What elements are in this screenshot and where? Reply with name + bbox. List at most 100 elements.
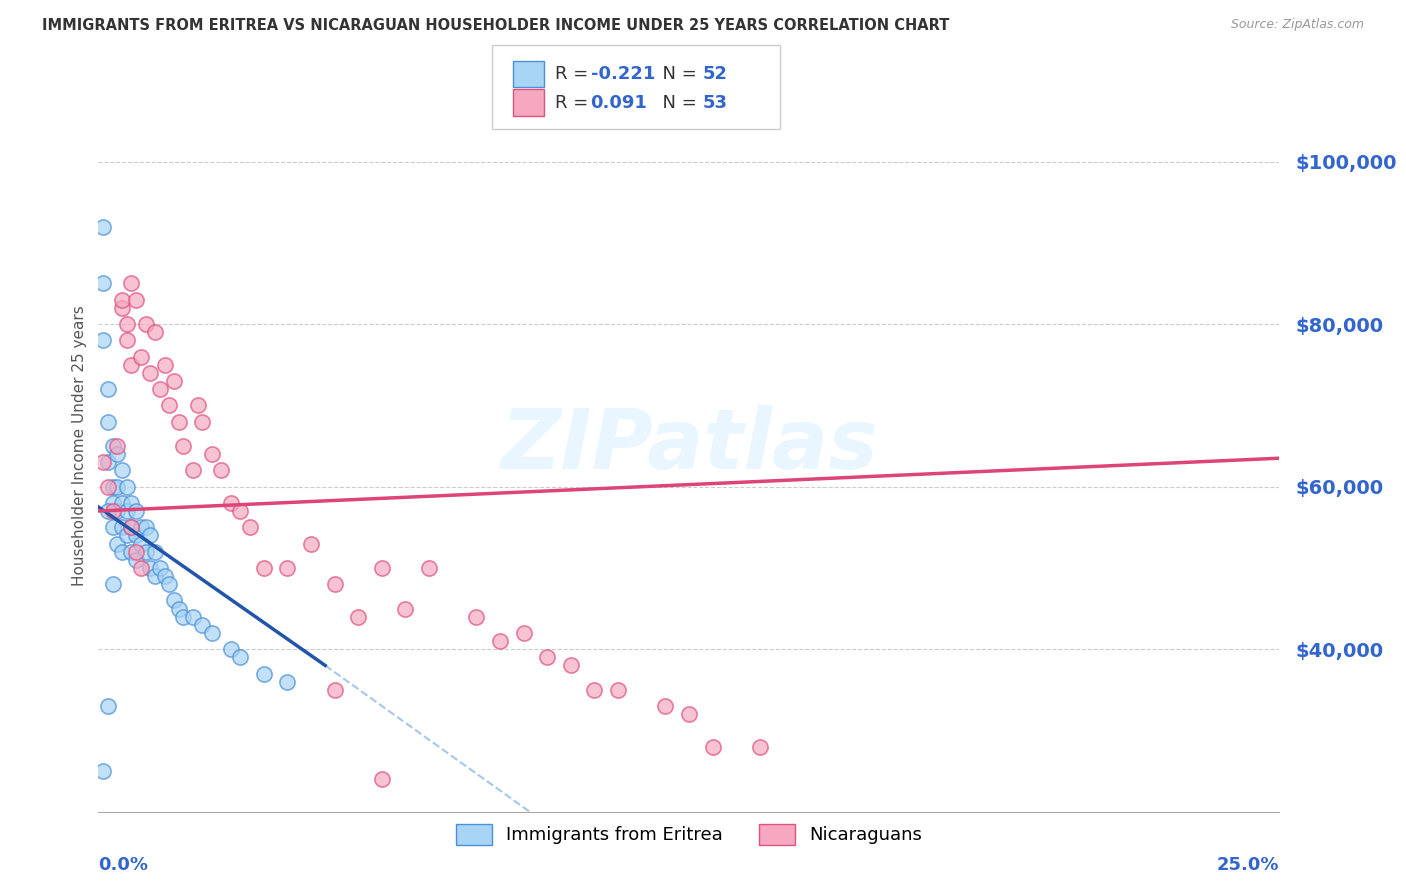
Point (115, 480, 138, 494)
Point (371, 772, 394, 787)
Text: 0.0%: 0.0% (98, 855, 149, 873)
Point (135, 544, 157, 558)
Point (97, 699, 120, 714)
Point (748, 739, 770, 754)
Point (143, 569, 166, 583)
Point (139, 366, 162, 380)
Point (229, 504, 252, 518)
Point (91, 764, 114, 778)
Point (125, 553, 148, 567)
Point (512, 626, 534, 640)
Point (172, 609, 194, 624)
Text: N =: N = (651, 94, 703, 112)
Point (702, 739, 724, 754)
Point (121, 277, 143, 291)
Point (153, 569, 176, 583)
Point (129, 536, 152, 550)
Point (276, 561, 298, 575)
Point (101, 496, 124, 510)
Point (678, 707, 700, 722)
Point (121, 520, 143, 534)
Point (149, 561, 172, 575)
Point (299, 536, 322, 550)
Point (465, 609, 488, 624)
Point (115, 317, 138, 331)
Text: R =: R = (555, 94, 595, 112)
Point (157, 398, 180, 412)
Point (111, 544, 134, 558)
Point (111, 496, 134, 510)
Point (101, 577, 124, 591)
Point (219, 642, 242, 657)
Point (111, 301, 134, 315)
Point (172, 439, 194, 453)
Point (347, 609, 370, 624)
Point (129, 561, 152, 575)
Point (129, 520, 152, 534)
Point (201, 626, 224, 640)
Point (91, 277, 114, 291)
Point (125, 293, 148, 307)
Text: 25.0%: 25.0% (1218, 855, 1279, 873)
Point (394, 601, 416, 615)
Point (219, 496, 242, 510)
Point (167, 415, 190, 429)
Point (91, 334, 114, 348)
Point (129, 350, 152, 364)
Point (371, 561, 394, 575)
Point (97, 455, 120, 469)
Text: -0.221: -0.221 (591, 65, 655, 83)
Point (105, 504, 128, 518)
Point (111, 293, 134, 307)
Point (101, 480, 124, 494)
Point (143, 544, 166, 558)
Point (323, 577, 346, 591)
Point (97, 480, 120, 494)
Point (607, 682, 630, 697)
Point (115, 528, 138, 542)
Point (229, 650, 252, 665)
Point (489, 634, 512, 648)
Point (135, 520, 157, 534)
Point (97, 415, 120, 429)
Point (101, 439, 124, 453)
Point (583, 682, 606, 697)
Point (323, 682, 346, 697)
Legend: Immigrants from Eritrea, Nicaraguans: Immigrants from Eritrea, Nicaraguans (447, 815, 931, 854)
Point (105, 536, 128, 550)
Text: 53: 53 (703, 94, 728, 112)
Point (115, 504, 138, 518)
Point (536, 650, 558, 665)
Point (167, 601, 190, 615)
Point (209, 463, 232, 477)
Point (163, 593, 186, 607)
Point (253, 561, 276, 575)
Point (276, 674, 298, 689)
Point (91, 219, 114, 234)
Point (187, 398, 209, 412)
Point (201, 447, 224, 461)
Point (105, 447, 128, 461)
Text: R =: R = (555, 65, 595, 83)
Y-axis label: Householder Income Under 25 years: Householder Income Under 25 years (72, 306, 87, 586)
Point (135, 317, 157, 331)
Point (91, 455, 114, 469)
Point (105, 439, 128, 453)
Point (121, 358, 143, 372)
Point (105, 480, 128, 494)
Point (97, 382, 120, 396)
Point (125, 544, 148, 558)
Point (101, 504, 124, 518)
Point (149, 382, 172, 396)
Point (181, 609, 204, 624)
Point (125, 504, 148, 518)
Point (163, 374, 186, 388)
Point (101, 520, 124, 534)
Point (121, 520, 143, 534)
Point (97, 504, 120, 518)
Point (418, 561, 440, 575)
Text: 52: 52 (703, 65, 728, 83)
Point (139, 528, 162, 542)
Point (111, 520, 134, 534)
Point (153, 358, 176, 372)
